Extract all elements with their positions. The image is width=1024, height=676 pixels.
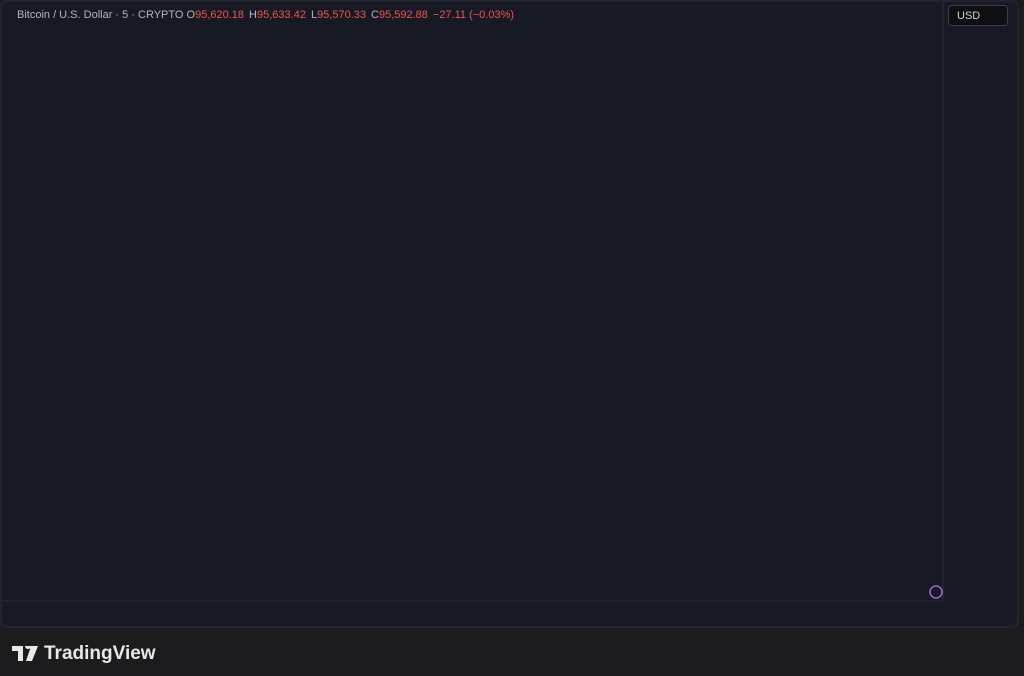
brand: TradingView <box>12 643 156 665</box>
ohlc-key: O <box>186 9 196 21</box>
symbol-header: Bitcoin / U.S. Dollar · 5 · CRYPTO O95,6… <box>17 9 519 21</box>
ohlc: O95,620.18 H95,633.42 L95,570.33 C95,592.88 <box>187 9 433 21</box>
change: −27.11 (−0.03%) <box>432 9 515 21</box>
ohlc-value: 95,633.42 <box>257 9 306 21</box>
currency-button[interactable]: USD <box>948 5 1008 26</box>
icon[interactable] <box>929 585 943 599</box>
ohlc-value: 95,592.88 <box>378 9 428 21</box>
logo <box>12 646 38 661</box>
symbol: Bitcoin / U.S. Dollar · 5 · CRYPTO <box>17 9 184 21</box>
brand-name: TradingView <box>44 643 156 664</box>
ohlc-key: C <box>371 9 379 21</box>
ohlc-key: L <box>310 9 318 21</box>
ohlc-value: 95,620.18 <box>195 9 245 21</box>
ohlc-value: 95,570.33 <box>317 9 366 21</box>
ohlc-key: H <box>249 9 257 21</box>
chart-panel <box>0 0 1019 628</box>
